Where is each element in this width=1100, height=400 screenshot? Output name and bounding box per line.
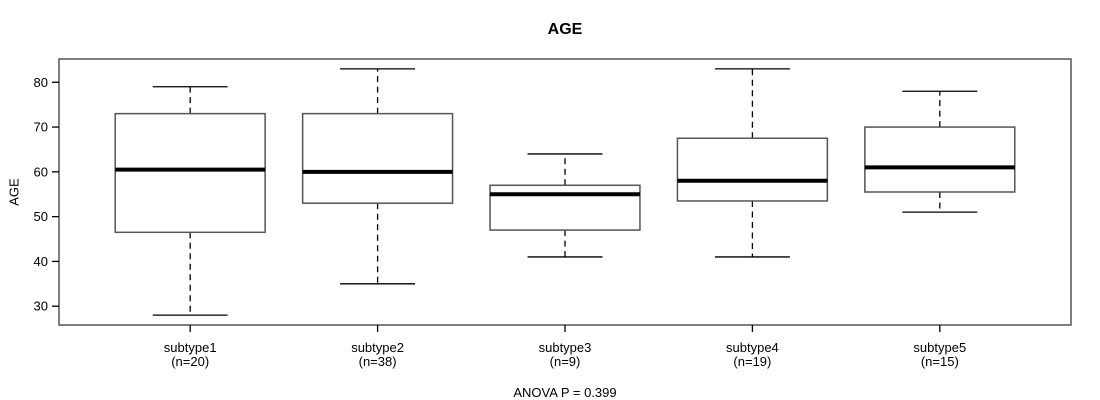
iqr-box <box>301 112 454 204</box>
iqr-box <box>489 184 641 231</box>
y-tick-label: 60 <box>34 164 48 179</box>
y-tick-label: 30 <box>34 299 48 314</box>
y-axis-label: AGE <box>6 178 22 206</box>
iqr-box <box>114 112 266 234</box>
anova-annotation: ANOVA P = 0.399 <box>513 385 617 400</box>
x-tick-sublabel: (n=19) <box>733 354 771 369</box>
x-tick-sublabel: (n=20) <box>171 354 209 369</box>
x-tick-sublabel: (n=38) <box>359 354 397 369</box>
x-tick-label: subtype3 <box>539 340 592 355</box>
iqr-box <box>676 137 829 202</box>
x-tick-label: subtype2 <box>351 340 404 355</box>
x-tick-sublabel: (n=9) <box>550 354 581 369</box>
x-tick-label: subtype4 <box>726 340 779 355</box>
chart-title: AGE <box>547 21 583 38</box>
y-tick-label: 50 <box>34 209 48 224</box>
iqr-box <box>864 126 1016 193</box>
x-tick-label: subtype1 <box>164 340 217 355</box>
y-tick-label: 80 <box>34 75 48 90</box>
x-tick-label: subtype5 <box>913 340 966 355</box>
y-tick-label: 70 <box>34 120 48 135</box>
x-tick-sublabel: (n=15) <box>921 354 959 369</box>
y-tick-label: 40 <box>34 254 48 269</box>
